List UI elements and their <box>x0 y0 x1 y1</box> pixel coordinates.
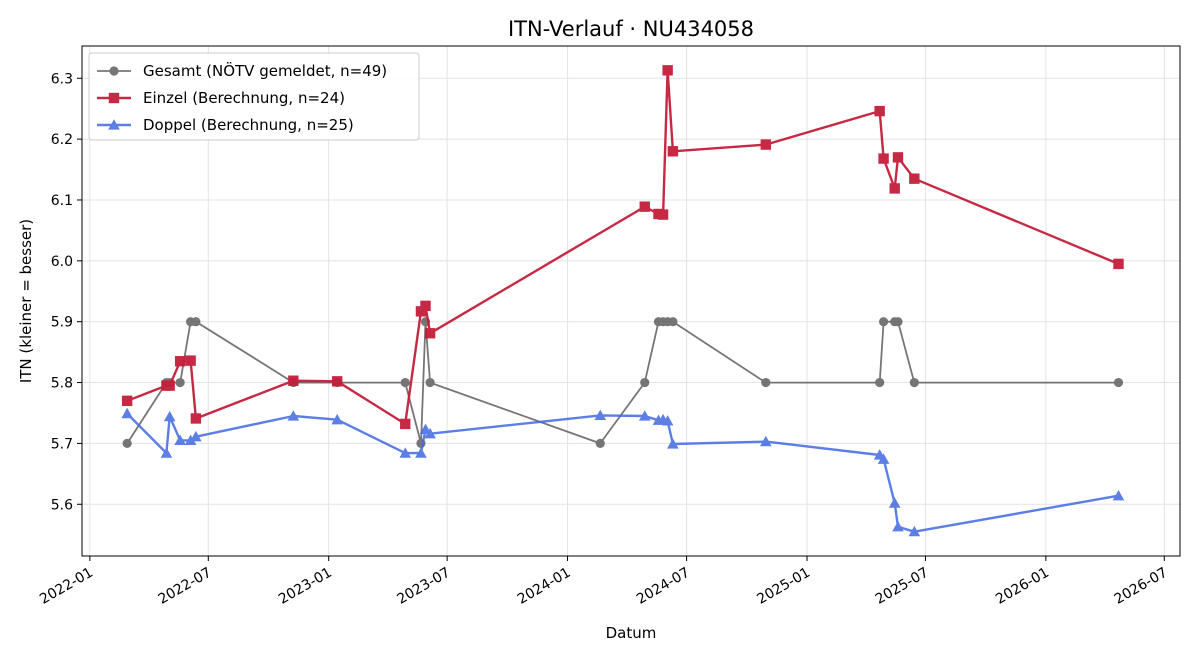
data-point <box>875 377 885 388</box>
x-tick-label: 2025-07 <box>873 565 932 608</box>
data-point <box>893 317 903 327</box>
y-tick-label: 5.7 <box>51 436 73 452</box>
data-point <box>424 427 436 439</box>
data-point <box>892 520 904 532</box>
data-point <box>122 438 132 449</box>
data-point <box>1112 489 1125 501</box>
data-point <box>908 525 921 537</box>
x-axis-label: Datum <box>606 624 657 642</box>
data-point <box>874 105 885 117</box>
data-point <box>640 377 650 388</box>
series-3 <box>121 407 1125 537</box>
x-tick-label: 2026-01 <box>993 565 1052 608</box>
data-point <box>878 153 889 164</box>
axis-layer: 5.6 5.7 5.8 5.9 6.0 6.1 6.2 6.3 2022-01 2022-07 20… <box>37 71 1170 607</box>
legend-entry <box>97 66 131 76</box>
series-1 <box>122 317 1124 449</box>
legend: Gesamt (NÖTV gemeldet, n=49) Einzel (Bere… <box>88 52 420 141</box>
data-point <box>121 407 133 419</box>
legend-entry <box>97 92 131 104</box>
y-axis-label: ITN (kleiner = besser) <box>17 219 35 383</box>
data-point <box>174 356 186 367</box>
data-point <box>877 453 890 464</box>
data-point <box>668 317 678 327</box>
data-point <box>667 438 679 449</box>
chart-title: ITN-Verlauf · NU434058 <box>508 17 754 41</box>
x-tick-label: 2025-01 <box>754 565 813 608</box>
data-point <box>163 410 176 422</box>
x-tick-label: 2024-07 <box>634 565 693 608</box>
data-point <box>184 434 197 446</box>
data-point <box>892 152 904 163</box>
legend-marker <box>109 66 119 76</box>
data-point <box>595 438 605 449</box>
data-point <box>190 413 202 424</box>
data-point <box>331 376 343 387</box>
y-tick-label: 5.6 <box>51 497 73 513</box>
data-point <box>121 395 133 407</box>
data-point <box>1113 377 1124 388</box>
data-point <box>1113 258 1124 270</box>
data-point <box>190 430 202 442</box>
y-tick-label: 6.3 <box>51 71 73 87</box>
data-point <box>909 377 919 388</box>
data-point <box>760 139 771 150</box>
data-point <box>185 355 196 366</box>
data-point <box>662 65 673 76</box>
y-tick-label: 5.8 <box>51 376 73 392</box>
data-point <box>415 306 427 317</box>
x-tick-label: 2023-07 <box>394 565 453 608</box>
series-2 <box>121 65 1124 430</box>
data-point <box>191 317 201 327</box>
x-tick-label: 2026-07 <box>1112 565 1171 608</box>
data-point <box>761 377 771 388</box>
legend-entry <box>97 119 131 130</box>
series-line <box>126 412 1119 533</box>
data-point <box>661 415 674 426</box>
data-point <box>174 434 186 446</box>
data-point <box>399 447 412 458</box>
data-point <box>415 447 427 458</box>
legend-box <box>88 52 420 141</box>
data-point <box>878 317 889 327</box>
data-point <box>657 209 669 220</box>
data-point <box>888 497 901 508</box>
x-tick-label: 2023-01 <box>276 565 335 608</box>
data-point <box>424 328 436 339</box>
x-tick-label: 2022-07 <box>156 565 215 608</box>
data-point <box>889 183 900 194</box>
data-point <box>667 146 679 157</box>
legend-label: Gesamt (NÖTV gemeldet, n=49) <box>143 61 387 80</box>
data-point <box>759 435 772 447</box>
x-tick-label: 2022-01 <box>37 565 96 608</box>
plot-frame <box>81 45 1181 557</box>
data-point <box>594 409 607 421</box>
y-tick-label: 6.0 <box>51 254 73 270</box>
data-point <box>400 377 410 388</box>
data-point <box>639 201 650 212</box>
x-tick-label: 2024-01 <box>515 565 574 608</box>
data-point <box>331 413 343 425</box>
legend-marker <box>108 92 120 104</box>
y-tick-label: 6.1 <box>51 193 73 209</box>
legend-marker <box>108 119 120 130</box>
legend-label: Einzel (Berechnung, n=24) <box>143 89 345 107</box>
data-point <box>175 377 185 388</box>
data-point <box>638 410 651 421</box>
data-point <box>287 410 300 421</box>
data-point <box>164 380 175 391</box>
data-point <box>420 300 431 312</box>
data-point <box>400 418 411 430</box>
y-tick-label: 5.9 <box>51 315 73 331</box>
series-layer <box>121 65 1125 537</box>
data-point <box>909 173 920 184</box>
y-tick-label: 6.2 <box>51 132 73 148</box>
data-point <box>288 375 299 386</box>
data-point <box>160 447 173 458</box>
legend-label: Doppel (Berechnung, n=25) <box>143 116 354 134</box>
data-point <box>425 377 435 388</box>
